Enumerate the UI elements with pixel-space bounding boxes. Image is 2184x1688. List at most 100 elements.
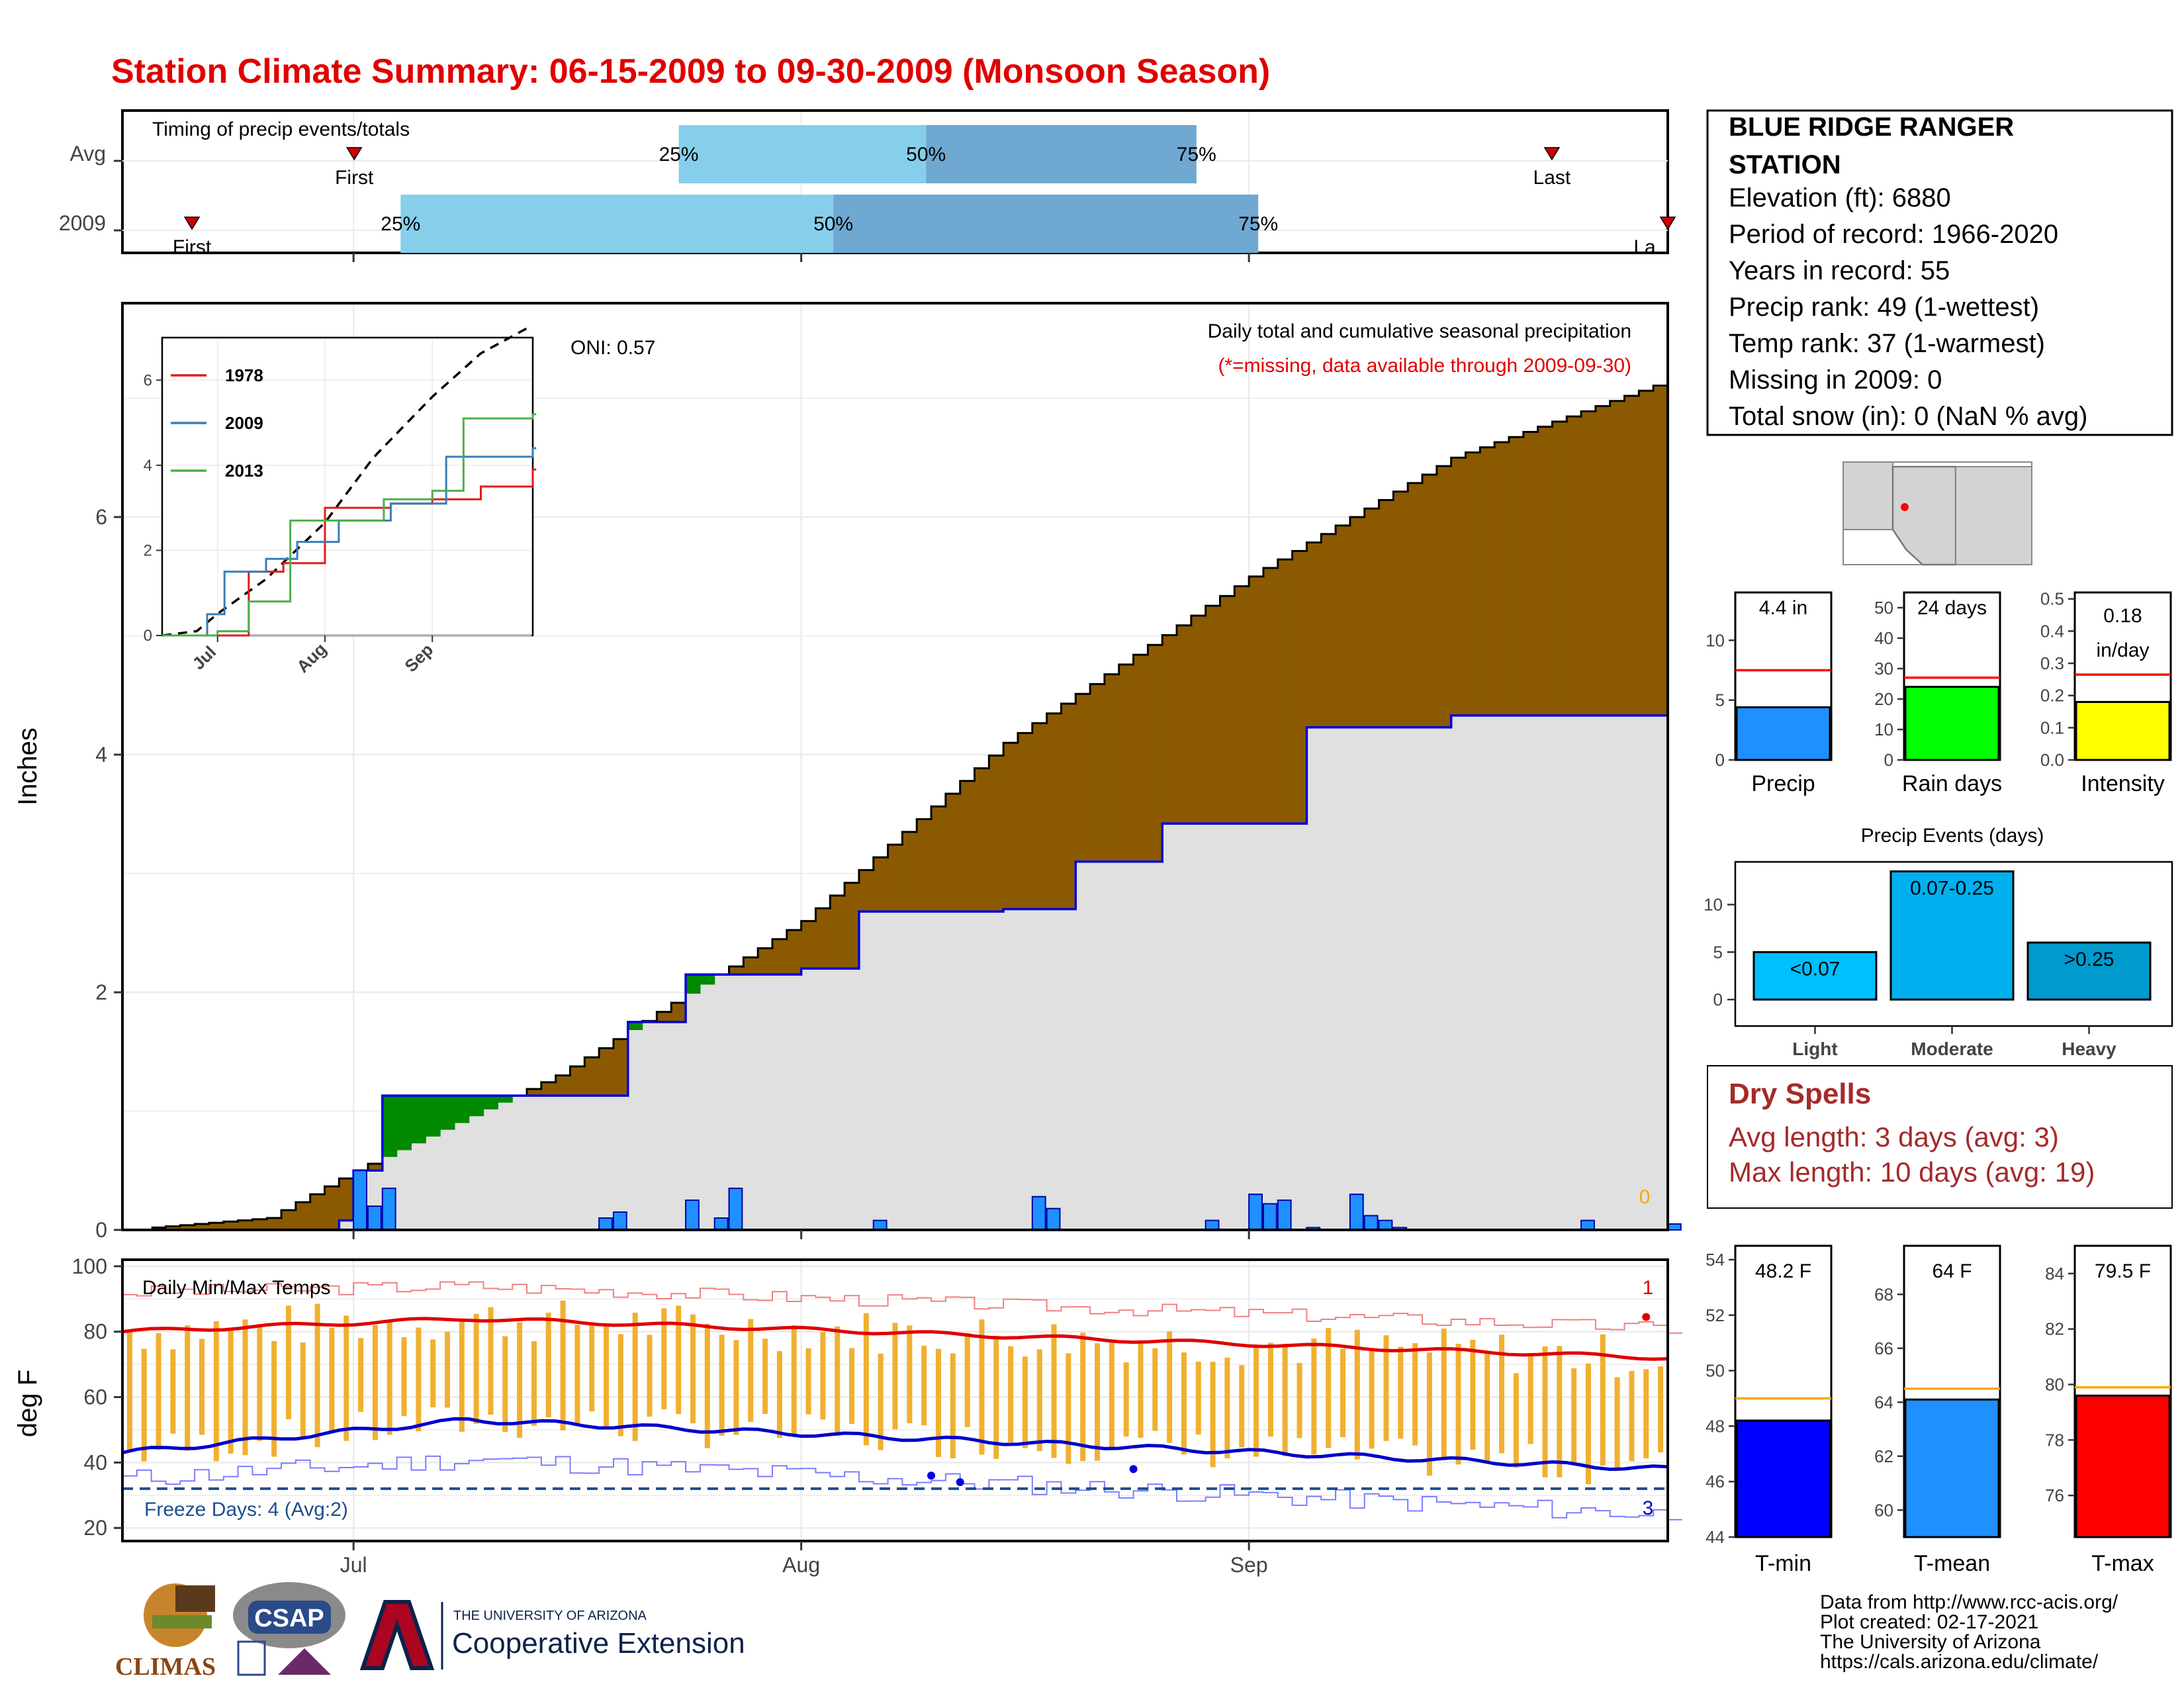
daily-temp-bar xyxy=(1152,1348,1158,1431)
daily-precip-bar xyxy=(367,1205,382,1231)
events-ytick-label: 10 xyxy=(1704,895,1723,915)
temp-bar-value xyxy=(1904,1398,2000,1538)
daily-temp-bar xyxy=(647,1335,653,1417)
daily-temp-bar xyxy=(1267,1342,1273,1437)
daily-temp-bar xyxy=(921,1345,927,1426)
timing-box-25-50 xyxy=(678,125,927,183)
precip-event-bar xyxy=(1752,951,1878,1001)
daily-temp-bar xyxy=(964,1333,970,1427)
temp-bar-ytick-label: 68 xyxy=(1874,1284,1893,1304)
daily-temp-bar xyxy=(228,1328,234,1454)
precip-deficit-segment xyxy=(772,939,788,975)
precip-deficit-segment xyxy=(1249,576,1264,824)
precip-deficit-segment xyxy=(1046,713,1062,910)
daily-temp-bar xyxy=(863,1313,869,1446)
precip-2009-area xyxy=(151,707,1668,1230)
daily-temp-bar xyxy=(199,1338,205,1435)
daily-precip-bar xyxy=(728,1188,743,1231)
precip-surplus-segment xyxy=(396,1096,412,1150)
daily-temp-bar xyxy=(372,1325,378,1440)
timing-q75-label: 75% xyxy=(1238,213,1278,235)
temp-label: Daily Min/Max Temps xyxy=(142,1277,331,1299)
temp-bar-ytick-label: 50 xyxy=(1706,1361,1725,1381)
daily-precip-bar xyxy=(685,1199,700,1231)
precip-deficit-segment xyxy=(570,1066,585,1096)
mini-bar-value-unit: in/day xyxy=(2096,639,2149,661)
daily-temp-bar xyxy=(661,1308,667,1409)
daily-temp-bar xyxy=(748,1319,754,1423)
precip-deficit-segment xyxy=(1408,483,1423,727)
daily-temp-bar xyxy=(285,1305,291,1420)
daily-temp-bar xyxy=(242,1319,248,1456)
precip-deficit-segment xyxy=(801,921,817,969)
daily-temp-bar xyxy=(1340,1348,1345,1438)
temp-bar-label: T-mean xyxy=(1914,1551,1990,1576)
precip-deficit-segment xyxy=(555,1075,571,1096)
daily-temp-bar xyxy=(1571,1368,1577,1464)
precip-deficit-segment xyxy=(1610,400,1625,716)
precip-deficit-segment xyxy=(1003,743,1019,910)
temp-bar-ytick-label: 84 xyxy=(2045,1264,2064,1284)
daily-temp-bar xyxy=(1643,1369,1649,1459)
precip-deficit-segment xyxy=(281,1210,296,1230)
credits: Data from http://www.rcc-acis.org/ Plot … xyxy=(1820,1591,2118,1673)
daily-temp-bar xyxy=(733,1340,739,1435)
missing-note: (*=missing, data available through 2009-… xyxy=(1218,355,1631,377)
csap-logo-rain xyxy=(237,1640,266,1676)
precip-deficit-segment xyxy=(945,794,961,912)
precip-deficit-segment xyxy=(1148,645,1163,862)
mini-bar-precip: 4.4 in 0 5 10 Precip xyxy=(1706,591,1833,796)
record-low-marker xyxy=(956,1478,964,1487)
daily-temp-bar xyxy=(488,1307,494,1415)
daily-temp-bar xyxy=(156,1333,161,1450)
daily-temp-bar xyxy=(950,1353,956,1459)
inset-line-1978 xyxy=(162,468,537,637)
timing-q75-label: 75% xyxy=(1177,144,1216,165)
daily-temp-bar xyxy=(1080,1333,1086,1462)
dry-spells: Dry Spells Avg length: 3 days (avg: 3) M… xyxy=(1707,1065,2173,1209)
csap-logo-mountain xyxy=(278,1648,331,1675)
mini-bar-ytick-label: 0.3 xyxy=(2040,653,2064,673)
daily-temp-bar xyxy=(1095,1343,1101,1461)
record-max-line xyxy=(122,1281,1682,1334)
climas-logo-text: CLIMAS xyxy=(115,1653,216,1681)
timing-last-marker xyxy=(1659,216,1676,230)
precip-deficit-segment xyxy=(1639,391,1654,716)
precip-deficit-segment xyxy=(1379,500,1394,727)
daily-temp-bar xyxy=(704,1323,710,1448)
daily-precip-bar xyxy=(1363,1215,1379,1231)
precip-deficit-segment xyxy=(1494,442,1510,716)
mini-bar-value xyxy=(2075,700,2171,761)
daily-temp-bar xyxy=(1297,1362,1302,1438)
daily-temp-bar xyxy=(676,1305,682,1415)
precip-ytick-label: 0 xyxy=(95,1218,107,1242)
precip-surplus-segment xyxy=(426,1096,441,1137)
precip-deficit-segment xyxy=(1162,635,1177,824)
temp-bar-value-label: 48.2 F xyxy=(1755,1260,1811,1282)
daily-temp-bar xyxy=(1109,1340,1115,1450)
daily-temp-bar xyxy=(1527,1354,1533,1444)
temp-bar-ytick-label: 62 xyxy=(1874,1446,1893,1466)
precip-events-chart: Precip Events (days) 0 5 10 <0.07 Light 0.07-… xyxy=(1704,825,2173,1059)
daily-temp-bar xyxy=(502,1336,508,1432)
daily-precip-bar xyxy=(1262,1203,1277,1231)
daily-temp-bar xyxy=(314,1303,320,1448)
station-info-line: Temp rank: 37 (1-warmest) xyxy=(1729,329,2045,358)
daily-temp-bar xyxy=(1253,1346,1259,1457)
station-info-line: Total snow (in): 0 (NaN % avg) xyxy=(1729,402,2087,431)
mini-bar-rain-days: 24 days 0 10 20 30 40 50 Rain days xyxy=(1874,591,2002,796)
daily-temp-bar xyxy=(993,1336,999,1459)
precip-event-bar xyxy=(1889,870,2015,1001)
timing-last-label: La xyxy=(1633,236,1656,258)
mini-bar-ytick-label: 40 xyxy=(1874,628,1893,648)
daily-temp-bar xyxy=(589,1325,595,1412)
temp-bar-ytick-label: 52 xyxy=(1706,1305,1725,1325)
timing-q50-label: 50% xyxy=(906,144,946,165)
precip-surplus-segment xyxy=(469,1096,484,1117)
timing-box-50-75 xyxy=(833,195,1259,253)
mini-bar-ytick-label: 0.1 xyxy=(2040,718,2064,737)
precip-deficit-segment xyxy=(613,1039,629,1096)
timing-first-label: First xyxy=(335,167,374,189)
